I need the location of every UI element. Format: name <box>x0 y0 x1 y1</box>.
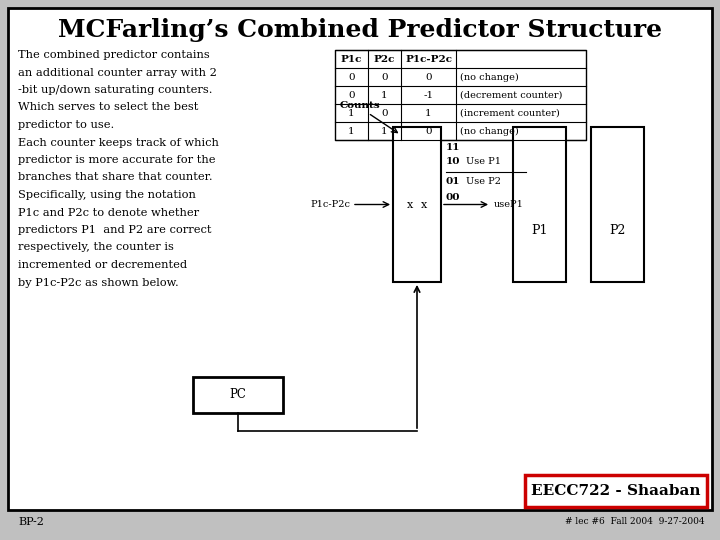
Text: Which serves to select the best: Which serves to select the best <box>18 103 199 112</box>
Bar <box>525 475 707 507</box>
Text: Use P2: Use P2 <box>466 178 501 186</box>
Text: (increment counter): (increment counter) <box>460 109 559 118</box>
Text: (no change): (no change) <box>460 126 518 136</box>
Text: respectively, the counter is: respectively, the counter is <box>18 242 174 253</box>
Text: Counts: Counts <box>340 100 381 110</box>
Text: (decrement counter): (decrement counter) <box>460 91 562 99</box>
Text: Use P1: Use P1 <box>466 158 501 166</box>
Text: EECC722 - Shaaban: EECC722 - Shaaban <box>531 484 701 498</box>
Text: (no change): (no change) <box>460 72 518 82</box>
Text: 0: 0 <box>348 91 355 99</box>
Text: 1: 1 <box>426 109 432 118</box>
Text: 1: 1 <box>381 91 388 99</box>
Text: The combined predictor contains: The combined predictor contains <box>18 50 210 60</box>
Text: P1c and P2c to denote whether: P1c and P2c to denote whether <box>18 207 199 218</box>
Text: useP1: useP1 <box>494 200 524 209</box>
Text: incremented or decremented: incremented or decremented <box>18 260 187 270</box>
Text: # lec #6  Fall 2004  9-27-2004: # lec #6 Fall 2004 9-27-2004 <box>565 517 705 526</box>
Text: P2c: P2c <box>374 55 395 64</box>
Text: P1: P1 <box>531 224 548 237</box>
Text: BP-2: BP-2 <box>18 517 44 527</box>
Text: x: x <box>407 199 413 210</box>
Text: -bit up/down saturating counters.: -bit up/down saturating counters. <box>18 85 212 95</box>
Text: 0: 0 <box>348 72 355 82</box>
Text: an additional counter array with 2: an additional counter array with 2 <box>18 68 217 78</box>
Text: P1c-P2c: P1c-P2c <box>405 55 452 64</box>
Bar <box>335 50 586 140</box>
Text: 11: 11 <box>446 143 461 152</box>
Bar <box>591 127 644 282</box>
Text: by P1c-P2c as shown below.: by P1c-P2c as shown below. <box>18 278 179 287</box>
Text: predictors P1  and P2 are correct: predictors P1 and P2 are correct <box>18 225 212 235</box>
Text: branches that share that counter.: branches that share that counter. <box>18 172 212 183</box>
Bar <box>513 127 566 282</box>
Text: P2: P2 <box>609 224 626 237</box>
Text: 0: 0 <box>426 72 432 82</box>
Text: P1c: P1c <box>341 55 362 64</box>
Text: -1: -1 <box>423 91 433 99</box>
Text: MCFarling’s Combined Predictor Structure: MCFarling’s Combined Predictor Structure <box>58 18 662 42</box>
Text: 1: 1 <box>348 109 355 118</box>
Text: 10: 10 <box>446 158 461 166</box>
Text: 00: 00 <box>446 192 461 201</box>
Bar <box>193 377 283 413</box>
Text: Each counter keeps track of which: Each counter keeps track of which <box>18 138 219 147</box>
Text: 0: 0 <box>381 109 388 118</box>
Text: P1c-P2c: P1c-P2c <box>310 200 350 209</box>
Text: 0: 0 <box>381 72 388 82</box>
Text: 1: 1 <box>381 126 388 136</box>
Text: 01: 01 <box>446 178 461 186</box>
Text: PC: PC <box>230 388 246 402</box>
Text: x: x <box>421 199 427 210</box>
Text: 1: 1 <box>348 126 355 136</box>
Bar <box>393 127 441 282</box>
Text: Specifically, using the notation: Specifically, using the notation <box>18 190 196 200</box>
Text: 0: 0 <box>426 126 432 136</box>
Text: predictor is more accurate for the: predictor is more accurate for the <box>18 155 215 165</box>
Text: predictor to use.: predictor to use. <box>18 120 114 130</box>
